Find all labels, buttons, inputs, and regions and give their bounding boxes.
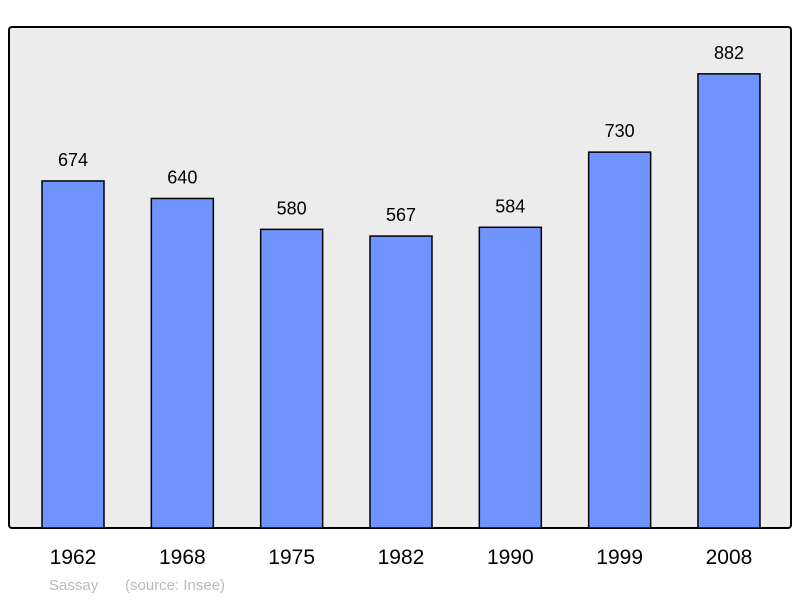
x-tick-label-2008: 2008 <box>706 546 753 569</box>
data-label-1968: 640 <box>167 167 197 187</box>
bar-1999 <box>587 151 652 529</box>
bar-1990 <box>478 226 543 529</box>
x-tick-label-1975: 1975 <box>268 546 315 569</box>
data-label-1990: 584 <box>495 196 525 216</box>
data-label-2008: 882 <box>714 43 744 63</box>
x-tick-label-1962: 1962 <box>50 546 97 569</box>
data-label-1962: 674 <box>58 150 88 170</box>
footer-source: (source: Insee) <box>125 577 225 594</box>
data-label-1999: 730 <box>605 121 635 141</box>
bar-1962 <box>41 180 105 529</box>
footer-place: Sassay <box>49 577 99 594</box>
bar-2008 <box>697 73 761 529</box>
bar-1982 <box>369 235 433 529</box>
x-tick-label-1968: 1968 <box>159 546 206 569</box>
x-tick-label-1990: 1990 <box>487 546 534 569</box>
bar-1968 <box>150 197 215 529</box>
data-label-1982: 567 <box>386 205 416 225</box>
x-tick-label-1999: 1999 <box>596 546 643 569</box>
data-label-1975: 580 <box>277 198 307 218</box>
bar-1975 <box>259 228 324 529</box>
x-tick-label-1982: 1982 <box>378 546 425 569</box>
